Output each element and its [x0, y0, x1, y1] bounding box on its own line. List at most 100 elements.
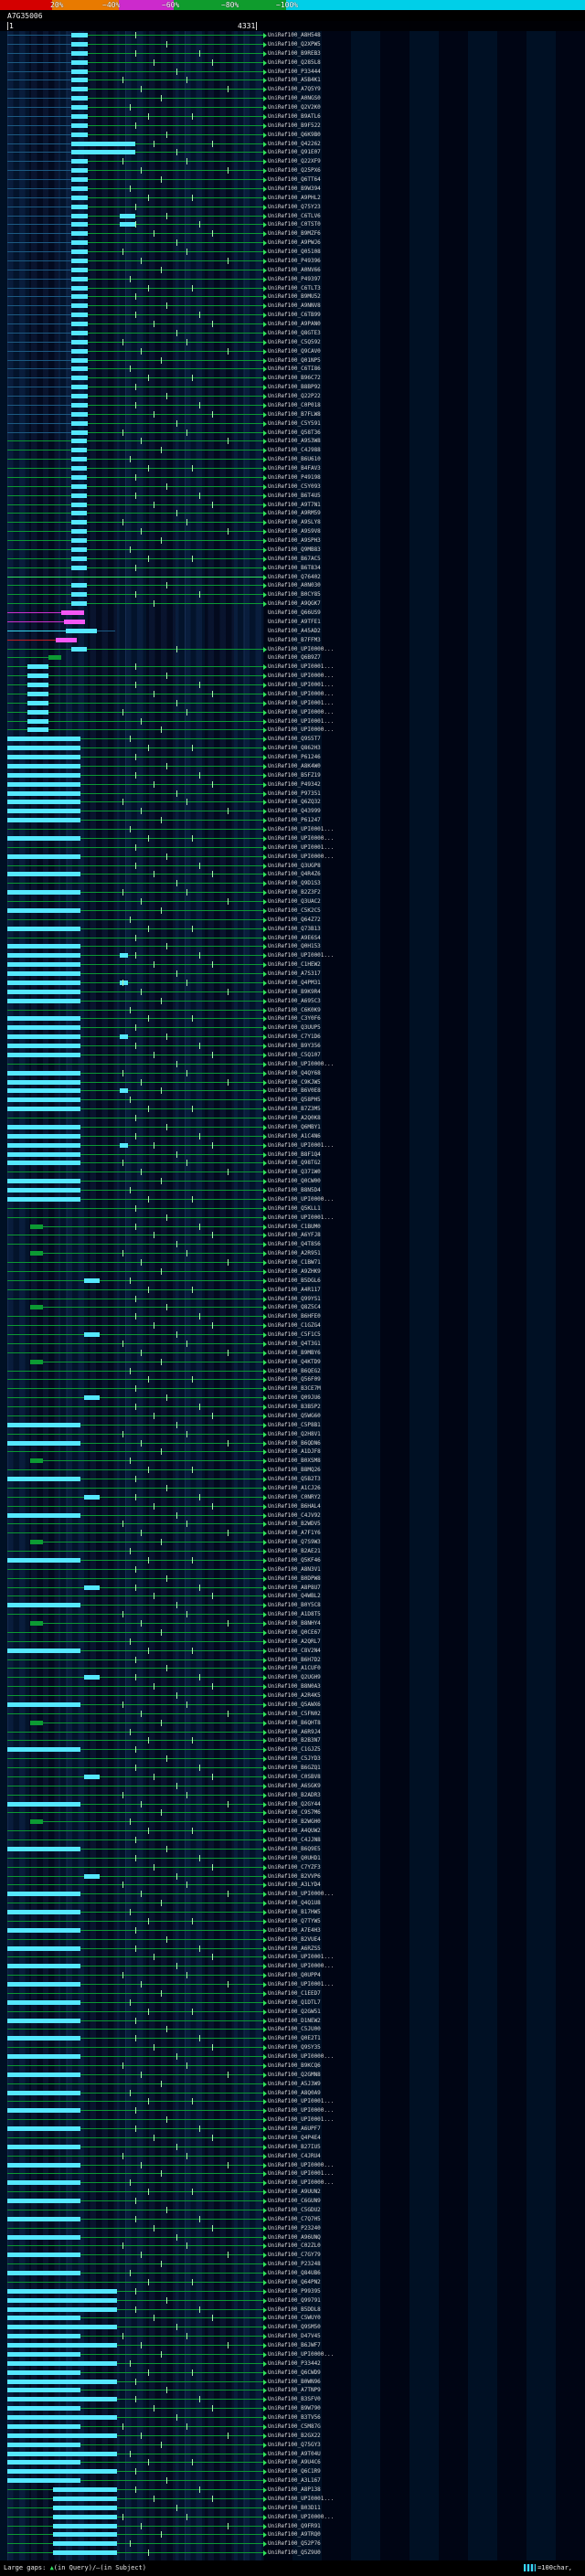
hit-label[interactable]: UniRef100_Q73B13 [268, 925, 321, 932]
hit-label[interactable]: UniRef100_A2Q0K8 [268, 1115, 321, 1121]
hit-label[interactable]: UniRef100_B27IU5 [268, 2143, 321, 2150]
alignment-row[interactable]: UniRef100_Q9SM50 [0, 2323, 585, 2332]
hit-label[interactable]: UniRef100_C4J988 [268, 447, 321, 454]
alignment-row[interactable]: UniRef100_B2GX22 [0, 2432, 585, 2441]
hit-label[interactable]: UniRef100_B9MBY6 [268, 1349, 321, 1356]
hit-label[interactable]: UniRef100_B2Z3F2 [268, 889, 321, 896]
alignment-row[interactable]: UniRef100_A9UUN2 [0, 2188, 585, 2197]
hit-label[interactable]: UniRef100_UPI0001... [268, 2495, 335, 2502]
hit-label[interactable]: UniRef100_UPI0001... [268, 826, 335, 832]
alignment-row[interactable]: UniRef100_Q0E2T1 [0, 2034, 585, 2043]
alignment-row[interactable]: UniRef100_A8N3V1 [0, 1565, 585, 1574]
alignment-row[interactable]: UniRef100_A9T7N1 [0, 501, 585, 510]
hit-label[interactable]: UniRef100_C1BW71 [268, 1259, 321, 1266]
hit-label[interactable]: UniRef100_Q66US9 [268, 610, 321, 616]
hit-label[interactable]: UniRef100_B7FFM3 [268, 636, 321, 643]
alignment-row[interactable]: UniRef100_C5K2C5 [0, 906, 585, 916]
alignment-row[interactable]: UniRef100_UPI0000... [0, 2178, 585, 2188]
hit-label[interactable]: UniRef100_C1GJZ5 [268, 1746, 321, 1754]
hit-label[interactable]: UniRef100_B6HFE0 [268, 1313, 321, 1320]
hit-label[interactable]: UniRef100_Q5WG60 [268, 1412, 321, 1419]
hit-label[interactable]: UniRef100_A7Q5Y9 [268, 86, 321, 93]
hit-label[interactable]: UniRef100_C0P018 [268, 401, 321, 408]
hit-label[interactable]: UniRef100_A1CUF0 [268, 1665, 321, 1672]
hit-label[interactable]: UniRef100_A5B4K1 [268, 77, 321, 84]
alignment-row[interactable]: UniRef100_B3CE7M [0, 1384, 585, 1394]
hit-label[interactable]: UniRef100_C7Q7H5 [268, 2215, 321, 2222]
hit-label[interactable]: UniRef100_Q4R4Z6 [268, 871, 321, 878]
hit-label[interactable]: UniRef100_UPI0000... [268, 2179, 335, 2187]
alignment-row[interactable]: UniRef100_B6JWF7 [0, 2341, 585, 2350]
alignment-row[interactable]: UniRef100_A9PHL2 [0, 194, 585, 203]
alignment-row[interactable]: UniRef100_Q285L8 [0, 58, 585, 68]
hit-label[interactable]: UniRef100_Q6B9Z7 [268, 654, 321, 662]
hit-label[interactable]: UniRef100_Q6C1R9 [268, 2468, 321, 2475]
alignment-row[interactable]: UniRef100_Q66US9 [0, 609, 585, 618]
hit-label[interactable]: UniRef100_B2AE21 [268, 1548, 321, 1554]
alignment-row[interactable]: UniRef100_B9Y356 [0, 1042, 585, 1051]
alignment-row[interactable]: UniRef100_B0CY85 [0, 590, 585, 599]
alignment-row[interactable]: UniRef100_B9MBY6 [0, 1349, 585, 1358]
hit-label[interactable]: UniRef100_Q2GW51 [268, 2008, 321, 2015]
hit-label[interactable]: UniRef100_A7F1Y6 [268, 1530, 321, 1537]
alignment-row[interactable]: UniRef100_B6HAL4 [0, 1502, 585, 1511]
alignment-row[interactable]: UniRef100_B0DPW8 [0, 1574, 585, 1584]
alignment-row[interactable]: UniRef100_D47V45 [0, 2332, 585, 2341]
hit-label[interactable]: UniRef100_UPI0000... [268, 1963, 335, 1970]
alignment-row[interactable]: UniRef100_Q25PX6 [0, 166, 585, 175]
alignment-row[interactable]: UniRef100_Q6TT64 [0, 175, 585, 185]
alignment-row[interactable]: UniRef100_A9U4C6 [0, 2458, 585, 2467]
hit-label[interactable]: UniRef100_UPI0000... [268, 2107, 335, 2115]
hit-label[interactable]: UniRef100_C6TB99 [268, 312, 321, 319]
hit-label[interactable]: UniRef100_B0DPW8 [268, 1574, 321, 1582]
hit-label[interactable]: UniRef100_C9KJW5 [268, 1078, 321, 1086]
alignment-row[interactable]: UniRef100_B8F1Q4 [0, 1150, 585, 1160]
alignment-row[interactable]: UniRef100_Q22P22 [0, 392, 585, 401]
alignment-row[interactable]: UniRef100_Q2GMN8 [0, 2071, 585, 2080]
alignment-row[interactable]: UniRef100_Q75GY3 [0, 2441, 585, 2450]
hit-label[interactable]: UniRef100_B9MU52 [268, 293, 321, 301]
alignment-row[interactable]: UniRef100_C8V2N4 [0, 1647, 585, 1656]
hit-label[interactable]: UniRef100_Q4PM31 [268, 979, 321, 986]
alignment-row[interactable]: UniRef100_Q7TYW5 [0, 1917, 585, 1926]
alignment-row[interactable]: UniRef100_A7F1Y6 [0, 1529, 585, 1538]
alignment-row[interactable]: UniRef100_Q73B13 [0, 925, 585, 934]
hit-label[interactable]: UniRef100_UPI0000... [268, 1060, 335, 1067]
hit-label[interactable]: UniRef100_Q5AWX6 [268, 1701, 321, 1708]
hit-label[interactable]: UniRef100_UPI0000... [268, 1891, 335, 1898]
alignment-row[interactable]: UniRef100_B6Q9E5 [0, 1845, 585, 1854]
hit-label[interactable]: UniRef100_Q6ZQ32 [268, 799, 321, 806]
alignment-row[interactable]: UniRef100_B5FZ19 [0, 771, 585, 780]
alignment-row[interactable]: UniRef100_C7GY79 [0, 2251, 585, 2260]
hit-label[interactable]: UniRef100_A96UNQ [268, 2233, 321, 2241]
alignment-row[interactable]: UniRef100_UPI0001... [0, 699, 585, 708]
hit-label[interactable]: UniRef100_UPI0001... [268, 1954, 335, 1961]
alignment-row[interactable]: UniRef100_UPI0000... [0, 834, 585, 843]
alignment-row[interactable]: UniRef100_B8BP92 [0, 383, 585, 392]
hit-label[interactable]: UniRef100_B8BP92 [268, 384, 321, 391]
alignment-row[interactable]: UniRef100_B9KCQ6 [0, 2062, 585, 2071]
hit-label[interactable]: UniRef100_UPI0000... [268, 690, 335, 697]
alignment-row[interactable]: UniRef100_P49397 [0, 275, 585, 284]
hit-label[interactable]: UniRef100_B9KCQ6 [268, 2062, 321, 2069]
alignment-row[interactable]: UniRef100_Q8GTE3 [0, 329, 585, 338]
hit-label[interactable]: UniRef100_A6R9J4 [268, 1728, 321, 1735]
alignment-row[interactable]: UniRef100_A45AD2 [0, 627, 585, 636]
hit-label[interactable]: UniRef100_UPI0000... [268, 1195, 335, 1203]
hit-label[interactable]: UniRef100_Q4T3G1 [268, 1340, 321, 1347]
hit-label[interactable]: UniRef100_C5P8B1 [268, 1421, 321, 1428]
hit-label[interactable]: UniRef100_A1D8T5 [268, 1611, 321, 1618]
hit-label[interactable]: UniRef100_P49342 [268, 780, 321, 788]
hit-label[interactable]: UniRef100_A7E4H3 [268, 1926, 321, 1934]
alignment-row[interactable]: UniRef100_B5DGL6 [0, 1277, 585, 1286]
alignment-row[interactable]: UniRef100_C0P018 [0, 401, 585, 410]
alignment-row[interactable]: UniRef100_A9SPH3 [0, 536, 585, 546]
alignment-row[interactable]: UniRef100_P23240 [0, 2224, 585, 2233]
hit-label[interactable]: UniRef100_B9K9R4 [268, 988, 321, 995]
hit-label[interactable]: UniRef100_Q76402 [268, 573, 321, 580]
hit-label[interactable]: UniRef100_Q6K9B0 [268, 131, 321, 138]
alignment-row[interactable]: UniRef100_A695C3 [0, 997, 585, 1006]
hit-label[interactable]: UniRef100_A0NV66 [268, 266, 321, 273]
alignment-row[interactable]: UniRef100_Q6K9B0 [0, 131, 585, 140]
alignment-row[interactable]: UniRef100_UPI0001... [0, 1953, 585, 1962]
